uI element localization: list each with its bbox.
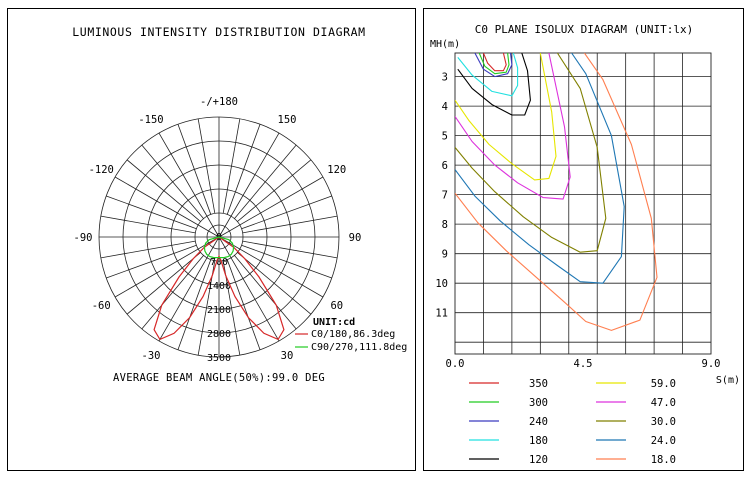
polar-spoke <box>197 118 216 214</box>
polar-series-curve <box>153 236 285 341</box>
polar-spoke <box>241 244 332 279</box>
isolux-contour-line <box>482 53 507 72</box>
isolux-frame <box>454 52 712 355</box>
polar-legend-label: C0/180,86.3deg <box>311 329 395 340</box>
polar-angle-label: 30 <box>281 350 294 362</box>
polar-spoke <box>126 252 201 315</box>
polar-angle-label: -30 <box>142 350 161 362</box>
intensity-distribution-panel: LUMINOUS INTENSITY DISTRIBUTION DIAGRAM -… <box>7 8 416 471</box>
isolux-y-tick-label: 8 <box>442 219 448 231</box>
isolux-contour-line <box>478 53 510 75</box>
polar-angle-label: -90 <box>74 232 93 244</box>
polar-angle-label: 150 <box>278 114 297 126</box>
isolux-y-tick-label: 11 <box>435 308 448 320</box>
isolux-x-tick-label: 9.0 <box>702 358 721 370</box>
polar-footer: AVERAGE BEAM ANGLE(50%):99.0 DEG <box>113 372 325 384</box>
polar-spoke <box>242 240 338 259</box>
isolux-contour-line <box>455 53 658 331</box>
polar-spoke <box>100 240 196 259</box>
polar-spoke <box>226 124 261 215</box>
isolux-y-tick-label: 3 <box>442 72 448 84</box>
polar-legend-label: C90/270,111.8deg <box>311 342 407 353</box>
polar-spoke <box>177 259 212 350</box>
polar-radial-tick-label: 2100 <box>207 305 231 316</box>
polar-spoke <box>114 176 220 238</box>
polar-spoke <box>218 236 324 298</box>
polar-spoke <box>237 159 312 222</box>
polar-spoke <box>158 132 220 238</box>
isolux-contour-line <box>457 53 531 116</box>
isolux-contour-line <box>455 53 607 253</box>
isolux-y-tick-label: 7 <box>442 190 448 202</box>
isolux-contour-line <box>457 53 519 97</box>
polar-spoke <box>158 236 220 342</box>
isolux-legend-label: 300 <box>529 397 548 409</box>
isolux-y-label: MH(m) <box>430 39 460 50</box>
polar-angle-label: 120 <box>327 164 346 176</box>
polar-spoke <box>106 195 197 230</box>
polar-angle-label: -150 <box>138 114 163 126</box>
isolux-contour-line <box>455 53 571 200</box>
polar-radial-tick-label: 700 <box>210 257 228 268</box>
isolux-contour-line <box>455 53 625 284</box>
isolux-legend-label: 120 <box>529 454 548 466</box>
polar-angle-label: -120 <box>89 164 114 176</box>
isolux-y-tick-label: 5 <box>442 131 448 143</box>
polar-spoke <box>114 236 220 298</box>
polar-spoke <box>218 236 280 342</box>
isolux-chart: C0 PLANE ISOLUX DIAGRAM (UNIT:lx) MH(m) 3 4… <box>430 23 740 466</box>
polar-spoke <box>126 159 201 222</box>
polar-spoke <box>234 255 297 330</box>
isolux-contours <box>455 53 658 331</box>
isolux-diagram-panel: C0 PLANE ISOLUX DIAGRAM (UNIT:lx) MH(m) 3 4… <box>423 8 744 471</box>
polar-chart-title: LUMINOUS INTENSITY DISTRIBUTION DIAGRAM <box>72 25 365 39</box>
isolux-x-label: S(m) <box>716 375 740 386</box>
isolux-legend-label: 240 <box>529 416 548 428</box>
polar-angle-label: -60 <box>92 300 111 312</box>
polar-spoke <box>226 259 261 350</box>
polar-angle-label: 60 <box>330 300 343 312</box>
isolux-legend-label: 59.0 <box>651 378 676 390</box>
isolux-legend-label: 18.0 <box>651 454 676 466</box>
isolux-legend-label: 180 <box>529 435 548 447</box>
polar-spoke <box>218 132 280 238</box>
isolux-y-tick-label: 6 <box>442 160 448 172</box>
isolux-y-tick-label: 9 <box>442 249 448 261</box>
polar-spoke <box>177 124 212 215</box>
polar-spoke <box>241 195 332 230</box>
isolux-contour-line <box>474 53 513 78</box>
polar-spoke <box>218 176 324 238</box>
isolux-y-tick-label: 4 <box>442 101 448 113</box>
isolux-legend-label: 350 <box>529 378 548 390</box>
polar-spoke <box>141 255 204 330</box>
polar-spoke <box>234 144 297 219</box>
isolux-title: C0 PLANE ISOLUX DIAGRAM (UNIT:lx) <box>475 23 694 36</box>
isolux-y-tick-label: 10 <box>435 278 448 290</box>
polar-spoke <box>106 244 197 279</box>
isolux-legend-label: 30.0 <box>651 416 676 428</box>
polar-spoke <box>242 215 338 234</box>
polar-spoke <box>237 252 312 315</box>
polar-radial-tick-label: 3500 <box>207 353 231 364</box>
polar-chart: LUMINOUS INTENSITY DISTRIBUTION DIAGRAM -… <box>72 25 407 384</box>
polar-radial-tick-label: 2800 <box>207 329 231 340</box>
polar-series-curve <box>203 236 235 259</box>
isolux-x-tick-label: 4.5 <box>574 358 593 370</box>
polar-radial-tick-label: 1400 <box>207 281 231 292</box>
isolux-legend-label: 24.0 <box>651 435 676 447</box>
isolux-contour-line <box>455 53 557 181</box>
polar-angle-label: -/+180 <box>200 96 238 108</box>
polar-unit-label: UNIT:cd <box>313 317 355 328</box>
polar-spoke <box>222 118 241 214</box>
isolux-x-tick-label: 0.0 <box>446 358 465 370</box>
polar-spoke <box>141 144 204 219</box>
polar-spoke <box>100 215 196 234</box>
isolux-legend-label: 47.0 <box>651 397 676 409</box>
polar-angle-label: 90 <box>349 232 362 244</box>
